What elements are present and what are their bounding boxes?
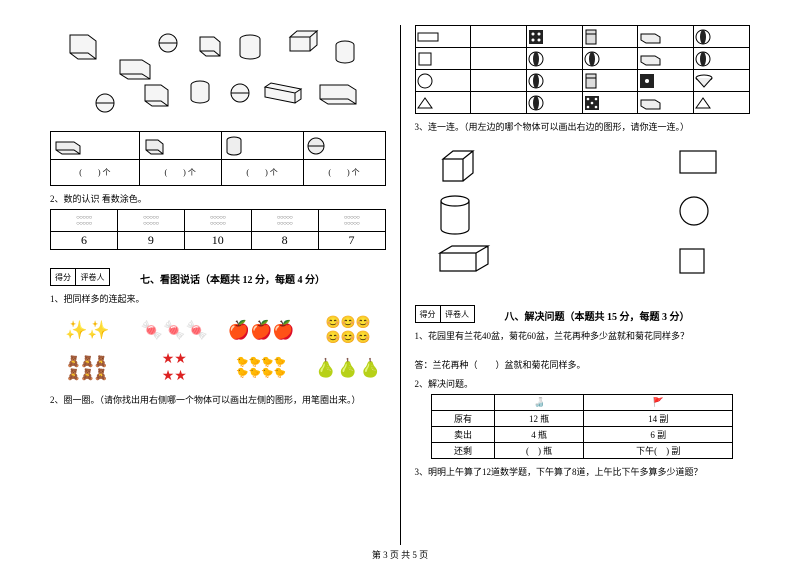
- link-3d-col: [435, 147, 493, 277]
- q7-2-text: 2、圈一圈。（请你找出用右侧哪一个物体可以画出左侧的图形，用笔圈出来。）: [50, 393, 386, 406]
- sphere-cell: [303, 132, 385, 160]
- dots-num-1: 9: [117, 232, 184, 250]
- dots-cell: ○○○○○○○○○○: [318, 210, 385, 232]
- tbl-r2-0: 原有: [432, 411, 495, 427]
- count-shapes-table: ( ) 个 ( ) 个 ( ) 个 ( ) 个: [50, 131, 386, 186]
- stars-icon: ✨✨: [50, 313, 125, 347]
- q8-3-text: 3、明明上午算了12道数学题，下午算了8道，上午比下午多算多少道题？: [415, 465, 751, 478]
- score-label: 得分: [415, 305, 441, 323]
- tbl-r2-1: 12 瓶: [494, 411, 584, 427]
- square-2d-icon: [676, 245, 708, 277]
- cuboid-3d-icon: [435, 243, 493, 277]
- cylinder-cell: [221, 132, 303, 160]
- dots-num-3: 8: [251, 232, 318, 250]
- dots-num-2: 10: [184, 232, 251, 250]
- grader-label: 评卷人: [441, 305, 475, 323]
- word-problem-table: 🍶 🚩 原有 12 瓶 14 副 卖出 4 瓶 6 副 还剩 ( ) 瓶 下午(…: [431, 394, 733, 459]
- tbl-r3-1: 4 瓶: [494, 427, 584, 443]
- tbl-r3-0: 卖出: [432, 427, 495, 443]
- link-shapes-area: [415, 137, 751, 287]
- grader-label: 评卷人: [76, 268, 110, 286]
- dots-cell: ○○○○○○○○○○: [251, 210, 318, 232]
- count-label-1: ( ) 个: [139, 160, 221, 186]
- section7-title: 七、看图说话（本题共 12 分，每题 4 分）: [140, 271, 325, 286]
- count-label-2: ( ) 个: [221, 160, 303, 186]
- shape-face-mapping-table: [415, 25, 751, 114]
- cube-3d-icon: [435, 147, 479, 187]
- chicks-icon: 🐤🐤🐤🐤🐤🐤🐤🐤: [224, 351, 299, 385]
- shapes-3d-svg: [50, 25, 370, 125]
- cylinder-3d-icon: [435, 193, 475, 237]
- pears-icon: 🍐🍐🍐: [311, 351, 386, 385]
- dots-coloring-table: ○○○○○○○○○○ ○○○○○○○○○○ ○○○○○○○○○○ ○○○○○○○…: [50, 209, 386, 250]
- q2-text: 2、数的认识 看数涂色。: [50, 192, 386, 205]
- shapes-3d-illustration: [50, 25, 386, 125]
- page-footer: 第 3 页 共 5 页: [0, 548, 800, 561]
- count-label-3: ( ) 个: [303, 160, 385, 186]
- tbl-h0: [432, 395, 495, 411]
- link-2d-col: [676, 147, 720, 277]
- q8-1-text: 1、花园里有兰花40盆，菊花60盆，兰花再种多少盆就和菊花同样多？: [415, 329, 751, 342]
- red-stars-icon: ★★★★: [137, 351, 212, 385]
- q7-1-text: 1、把同样多的连起来。: [50, 292, 386, 305]
- tbl-r4-0: 还剩: [432, 443, 495, 459]
- score-label: 得分: [50, 268, 76, 286]
- tbl-r2-2: 14 副: [584, 411, 733, 427]
- tbl-h1: 🍶: [494, 395, 584, 411]
- tbl-r3-2: 6 副: [584, 427, 733, 443]
- dots-cell: ○○○○○○○○○○: [117, 210, 184, 232]
- cube-cell: [139, 132, 221, 160]
- rectangle-2d-icon: [676, 147, 720, 177]
- cuboid-cell: [51, 132, 140, 160]
- section7-score-box: 得分 评卷人 七、看图说话（本题共 12 分，每题 4 分）: [50, 268, 386, 286]
- q8-1-answer: 答：兰花再种（ ）盆就和菊花同样多。: [415, 358, 751, 371]
- apples-icon: 🍎🍎🍎: [224, 313, 299, 347]
- section8-title: 八、解决问题（本题共 15 分，每题 3 分）: [505, 308, 690, 323]
- right-column: 3、连一连。（用左边的哪个物体可以画出右边的图形，请你连一连。） 得分 评卷人 …: [401, 25, 751, 545]
- circle-2d-icon: [676, 193, 712, 229]
- bears-icon: 🧸🧸🧸🧸🧸🧸: [50, 351, 125, 385]
- section8-score-box: 得分 评卷人 八、解决问题（本题共 15 分，每题 3 分）: [415, 305, 751, 323]
- matching-grid: ✨✨ 🍬🍬🍬 🍎🍎🍎 😊😊😊😊😊😊 🧸🧸🧸🧸🧸🧸 ★★★★ 🐤🐤🐤🐤🐤🐤🐤🐤 🍐…: [50, 313, 386, 385]
- q3-text: 3、连一连。（用左边的哪个物体可以画出右边的图形，请你连一连。）: [415, 120, 751, 133]
- tbl-h2: 🚩: [584, 395, 733, 411]
- dots-cell: ○○○○○○○○○○: [51, 210, 118, 232]
- candy-icon: 🍬🍬🍬: [137, 313, 212, 347]
- count-label-0: ( ) 个: [51, 160, 140, 186]
- tbl-r4-2: 下午( ) 副: [584, 443, 733, 459]
- smileys-icon: 😊😊😊😊😊😊: [311, 313, 386, 347]
- tbl-r4-1: ( ) 瓶: [494, 443, 584, 459]
- dots-num-0: 6: [51, 232, 118, 250]
- dots-cell: ○○○○○○○○○○: [184, 210, 251, 232]
- q8-2-text: 2、解决问题。: [415, 377, 751, 390]
- dots-num-4: 7: [318, 232, 385, 250]
- left-column: ( ) 个 ( ) 个 ( ) 个 ( ) 个 2、数的认识 看数涂色。 ○○○…: [50, 25, 401, 545]
